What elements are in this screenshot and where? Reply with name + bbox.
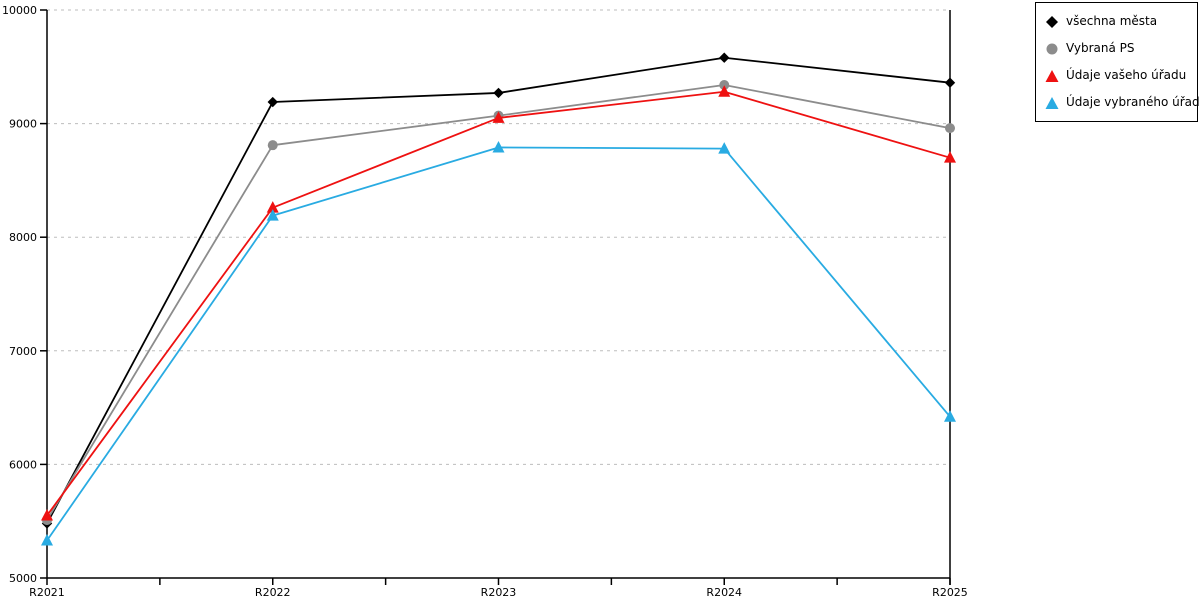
triangle-marker-icon [266,201,279,213]
triangle-marker-icon [1045,69,1059,82]
diamond-marker-icon [493,87,504,99]
x-tick-label: R2021 [29,586,65,599]
series-line-1 [46,56,951,524]
x-tick-label: R2024 [706,586,742,599]
triangle-marker-icon [41,509,53,521]
triangle-marker-icon [266,209,279,221]
y-tick-label: 8000 [9,231,37,244]
legend-item-2: Vybraná PS [1045,40,1188,57]
x-tick-label: R2022 [255,586,291,599]
diamond-marker-icon [719,52,730,63]
plot-area: 5000 6000 7000 8000 9000 10000 R2021 R2022 R2023… [2,4,968,599]
legend-label: Vybraná PS [1066,41,1135,55]
series-line-4 [46,146,951,542]
y-tick-label: 6000 [9,458,37,471]
legend-item-4: Údaje vybraného úřadu [1045,94,1200,111]
legend-label: všechna města [1066,14,1158,28]
legend-label: Údaje vybraného úřadu [1066,95,1200,109]
legend: všechna města Vybraná PS Údaje vašeho úřad… [1035,2,1200,122]
y-tick-label: 9000 [9,118,37,131]
series-line-3 [46,90,951,517]
triangle-marker-icon [492,140,505,153]
circle-marker-icon [267,140,278,151]
triangle-marker-icon [718,85,731,97]
triangle-marker-icon [41,534,53,546]
triangle-marker-icon [718,142,731,154]
x-tick-label: R2023 [481,586,517,599]
diamond-marker-icon [267,96,278,108]
triangle-marker-icon [944,410,956,422]
diamond-marker-icon [1046,15,1058,28]
circle-marker-icon [719,79,730,90]
y-tick-label: 7000 [9,345,37,358]
circle-marker-icon [1046,43,1058,54]
x-tick-label: R2025 [932,586,968,599]
circle-marker-icon [945,123,955,134]
legend-item-3: Údaje vašeho úřadu [1045,67,1188,84]
diamond-marker-icon [944,77,956,88]
legend-label: Údaje vašeho úřadu [1066,68,1187,82]
triangle-marker-icon [1045,96,1059,109]
triangle-marker-icon [944,151,956,163]
triangle-marker-icon [492,111,505,123]
y-tick-label: 5000 [9,572,37,585]
y-tick-label: 10000 [2,4,37,17]
legend-item-1: všechna města [1045,13,1188,30]
